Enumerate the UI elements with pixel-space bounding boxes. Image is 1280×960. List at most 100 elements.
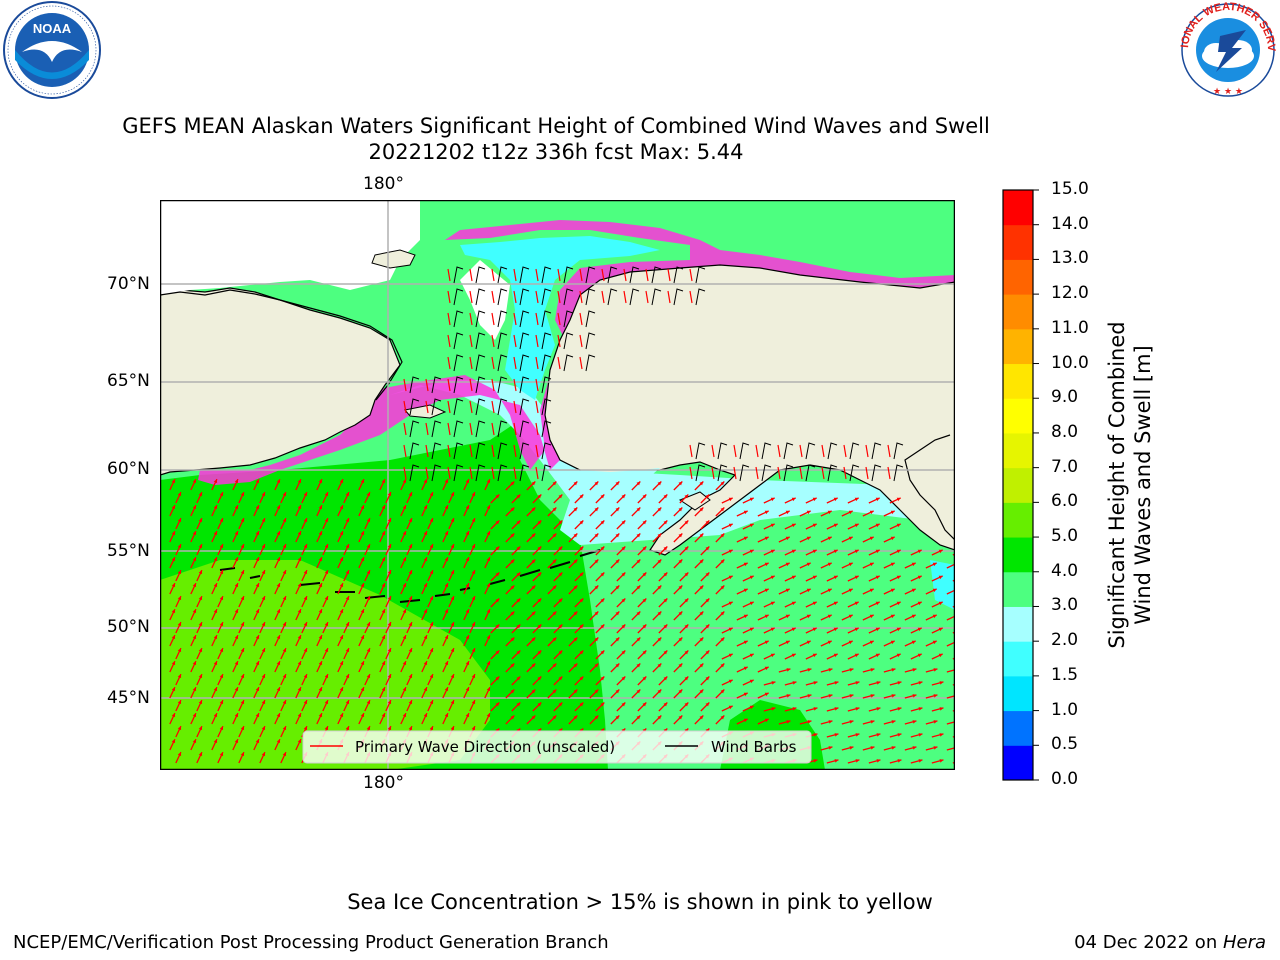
wave-arrow-head <box>678 689 683 694</box>
wave-arrow <box>513 312 517 326</box>
wind-barb <box>475 442 486 460</box>
colorbar-segment <box>1003 398 1033 434</box>
wave-arrow-head <box>255 713 260 718</box>
wave-arrow-head <box>764 510 769 515</box>
wave-arrow-head <box>297 531 302 536</box>
wave-arrow-head <box>558 624 563 629</box>
wave-arrow-head <box>699 481 704 486</box>
wave-arrow-head <box>240 518 245 523</box>
wave-arrow-head <box>366 648 371 653</box>
colorbar-label-line1: Significant Height of Combined <box>1105 321 1129 649</box>
wave-arrow-head <box>429 570 434 575</box>
wave-arrow-head <box>890 510 895 515</box>
wave-arrow <box>513 268 517 282</box>
colorbar-segment <box>1003 328 1033 365</box>
wave-arrow-head <box>615 507 620 512</box>
wave-arrow <box>491 466 495 480</box>
wave-arrow-head <box>366 622 371 627</box>
wave-arrow-head <box>402 479 407 484</box>
wave-arrow-head <box>423 557 428 562</box>
wind-barb <box>431 398 442 416</box>
wave-arrow-head <box>381 687 386 692</box>
wave-arrow-head <box>812 575 817 580</box>
wave-arrow-head <box>932 614 937 619</box>
wave-arrow-head <box>282 648 287 653</box>
wave-arrow-head <box>579 572 584 577</box>
wind-barb <box>519 266 530 284</box>
wave-arrow-head <box>402 687 407 692</box>
wind-barb <box>541 310 552 328</box>
lat-label-50: 50°N <box>107 617 150 637</box>
wave-arrow-head <box>848 510 853 515</box>
wave-arrow-head <box>812 601 817 606</box>
wave-arrow-head <box>636 585 641 590</box>
wave-arrow-head <box>360 531 365 536</box>
wave-arrow <box>623 290 627 304</box>
wrangel-island <box>371 249 416 269</box>
wave-arrow-head <box>558 494 563 499</box>
wave-arrow-head <box>600 676 605 681</box>
wave-arrow-head <box>339 531 344 536</box>
wave-arrow <box>711 444 715 458</box>
wave-arrow-head <box>743 666 748 671</box>
lat-label-70: 70°N <box>107 274 150 294</box>
wave-arrow-head <box>429 544 434 549</box>
wave-arrow-head <box>450 596 455 601</box>
colorbar-segment <box>1003 710 1033 746</box>
wave-arrow-head <box>171 739 176 744</box>
wave-arrow <box>491 290 495 304</box>
wind-barb <box>871 464 882 482</box>
wave-arrow-head <box>806 614 811 619</box>
wave-arrow-head <box>705 494 710 499</box>
wave-arrow-head <box>198 752 203 757</box>
sea-ice-note: Sea Ice Concentration > 15% is shown in … <box>347 890 933 914</box>
wave-arrow-head <box>642 494 647 499</box>
wave-arrow-head <box>657 663 662 668</box>
lon-bottom-label: 180° <box>363 773 404 793</box>
wave-arrow-head <box>261 648 266 653</box>
wave-arrow-head <box>663 676 668 681</box>
wave-arrow-head <box>848 640 853 645</box>
wave-arrow-head <box>834 681 839 685</box>
wave-arrow-head <box>345 622 350 627</box>
wave-arrow-head <box>615 585 620 590</box>
wave-arrow-head <box>219 726 224 731</box>
wave-arrow-head <box>444 557 449 562</box>
wave-arrow-head <box>770 653 775 658</box>
wave-arrow-head <box>471 648 476 653</box>
wave-arrow-head <box>213 505 218 510</box>
land-alaska <box>544 264 955 556</box>
wind-barb <box>497 376 508 394</box>
wave-arrow-head <box>579 624 584 629</box>
wave-arrow-head <box>213 687 218 692</box>
wind-barb <box>497 310 508 328</box>
wave-arrow-head <box>600 494 605 499</box>
wave-arrow-head <box>276 609 281 614</box>
wave-arrow-head <box>360 687 365 692</box>
legend-barb-label: Wind Barbs <box>711 738 797 756</box>
wave-arrow <box>667 268 671 282</box>
wave-arrow-head <box>642 572 647 577</box>
wave-arrow-head <box>408 596 413 601</box>
wave-arrow-head <box>366 544 371 549</box>
wave-arrow <box>733 444 737 458</box>
wave-arrow-head <box>855 707 860 711</box>
wave-arrow-head <box>918 733 923 737</box>
wave-arrow-head <box>827 536 832 541</box>
wave-arrow-head <box>786 668 791 672</box>
wave-arrow-head <box>192 713 197 718</box>
arctic-pack <box>460 260 510 340</box>
wave-arrow <box>513 444 517 458</box>
wind-barb <box>475 464 486 482</box>
wind-barb <box>541 266 552 284</box>
wave-arrow-head <box>642 650 647 655</box>
wave-arrow-head <box>828 668 833 672</box>
wave-arrow-head <box>303 700 308 705</box>
wave-arrow-head <box>303 518 308 523</box>
wave-arrow-head <box>854 523 859 528</box>
wave-arrow-head <box>699 533 704 538</box>
wave-arrow-head <box>510 533 515 538</box>
wave-arrow <box>557 334 561 348</box>
wave-arrow-head <box>828 746 833 750</box>
wave-arrow-head <box>495 598 500 603</box>
